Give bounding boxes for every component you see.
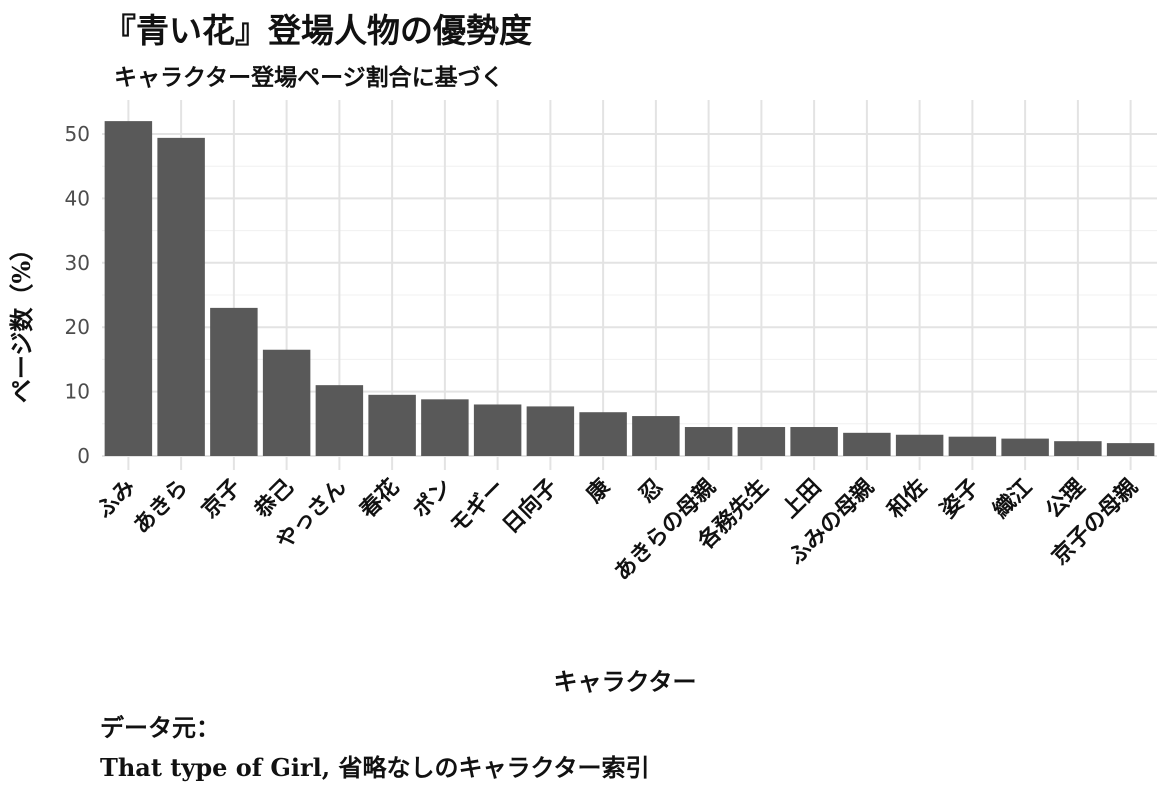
x-tick-label: 京子	[197, 474, 247, 524]
bar-8	[473, 404, 522, 456]
x-tick-label: 日向子	[498, 474, 563, 539]
bar-7	[421, 399, 469, 456]
x-tick-label: モギー	[446, 475, 510, 539]
y-tick-label: 30	[65, 251, 90, 275]
bar-6	[368, 394, 416, 456]
y-tick-label: 20	[65, 315, 90, 339]
y-tick-label: 0	[77, 444, 90, 468]
bar-14	[790, 427, 838, 456]
bar-15	[843, 432, 891, 456]
bar-18	[1001, 438, 1049, 456]
bar-13	[737, 427, 786, 456]
x-tick-label: 春花	[355, 474, 405, 524]
chart-subtitle: キャラクター登場ページ割合に基づく	[114, 64, 504, 91]
caption: データ元： That type of Girl, 省略なしのキャラクター索引	[100, 708, 650, 788]
caption-source-text: That type of Girl, 省略なしのキャラクター索引	[100, 753, 650, 782]
y-axis-title: ページ数（%）	[7, 237, 36, 403]
bar-20	[1106, 443, 1155, 456]
bar-3	[210, 307, 258, 456]
x-tick-label: あきら	[129, 475, 193, 539]
bar-17	[948, 436, 997, 456]
bar-19	[1054, 441, 1102, 456]
y-tick-label: 10	[65, 380, 90, 404]
bar-9	[526, 406, 575, 456]
x-axis-title: キャラクター	[553, 667, 696, 696]
x-tick-labels: ふみあきら 京子 恭己やっさん 春花 ポンモギー日向子康忍あきらの母親各務先生 上田ふみの…	[92, 473, 1143, 585]
bars	[104, 121, 1155, 457]
x-tick-label: 康	[581, 473, 616, 508]
bar-1	[104, 121, 153, 457]
x-tick-label: 織江	[988, 474, 1038, 524]
x-tick-label: 忍	[635, 475, 668, 508]
x-tick-label: 和佐	[882, 474, 932, 524]
y-tick-label: 40	[65, 186, 90, 210]
bar-2	[157, 137, 205, 456]
bar-chart: 01020304050 ふみあきら 京子 恭己やっさん 春花 ポンモギー日向子康忍あきら…	[7, 100, 1157, 696]
grid	[102, 100, 1157, 470]
bar-12	[684, 427, 733, 456]
bar-5	[315, 385, 364, 456]
bar-16	[895, 434, 944, 456]
chart-title: 『青い花』登場人物の優勢度	[103, 11, 532, 50]
y-tick-label: 50	[65, 122, 90, 146]
caption-source-label: データ元：	[100, 713, 220, 742]
y-tick-labels: 0 10 20 30 40 50	[65, 122, 90, 468]
bar-10	[579, 412, 627, 456]
bar-11	[632, 416, 680, 456]
x-tick-label: 姿子	[935, 474, 985, 524]
bar-4	[262, 349, 311, 456]
